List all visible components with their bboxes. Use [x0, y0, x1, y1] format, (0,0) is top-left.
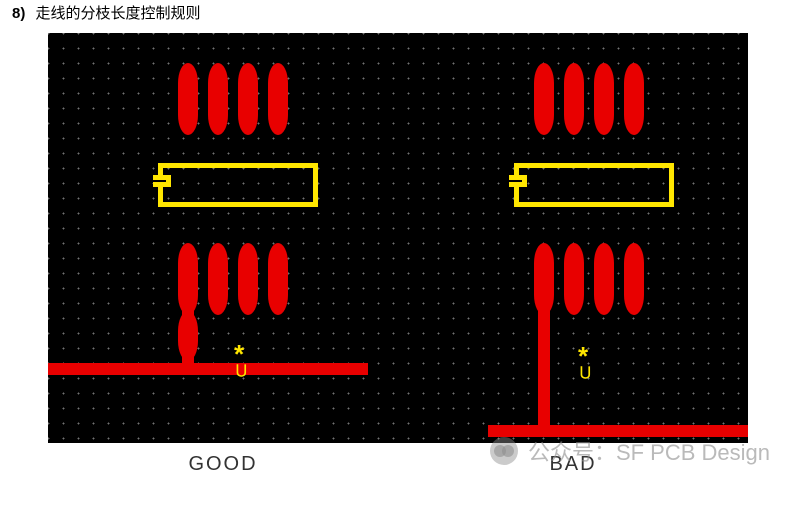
label-good: GOOD: [48, 453, 398, 476]
heading-text: 走线的分枝长度控制规则: [36, 5, 201, 22]
bad-bottom-pad: [624, 243, 644, 315]
bad-top-pad: [534, 63, 554, 135]
diagram-container: *⋃*⋃ GOOD BAD: [48, 33, 748, 476]
bad-top-pad: [594, 63, 614, 135]
bad-bottom-pad: [564, 243, 584, 315]
bad-top-pad: [624, 63, 644, 135]
pcb-canvas: *⋃*⋃: [48, 33, 748, 443]
bad-bottom-pad: [594, 243, 614, 315]
good-top-pad: [268, 63, 288, 135]
good-top-pad: [238, 63, 258, 135]
bad-connector-outline: [514, 163, 674, 207]
label-bad: BAD: [398, 453, 748, 476]
good-connector-notch: [153, 175, 171, 187]
bad-top-pad: [564, 63, 584, 135]
bad-horizontal-trace: [488, 425, 748, 437]
bad-connector-notch: [509, 175, 527, 187]
heading-number: 8): [12, 5, 25, 22]
bad-bottom-pad: [534, 243, 554, 315]
bad-u-mark: ⋃: [580, 365, 591, 378]
good-bottom-pad: [238, 243, 258, 315]
good-horizontal-trace: [48, 363, 368, 375]
labels-row: GOOD BAD: [48, 453, 748, 476]
bad-vertical-stub: [538, 308, 550, 428]
good-bottom-pad: [208, 243, 228, 315]
good-connector-outline: [158, 163, 318, 207]
good-top-pad: [208, 63, 228, 135]
good-bottom-pad: [178, 243, 198, 315]
good-u-mark: ⋃: [236, 363, 247, 376]
section-heading: 8) 走线的分枝长度控制规则: [0, 0, 800, 33]
good-top-pad: [178, 63, 198, 135]
good-vertical-stub: [182, 311, 194, 371]
good-bottom-pad: [268, 243, 288, 315]
